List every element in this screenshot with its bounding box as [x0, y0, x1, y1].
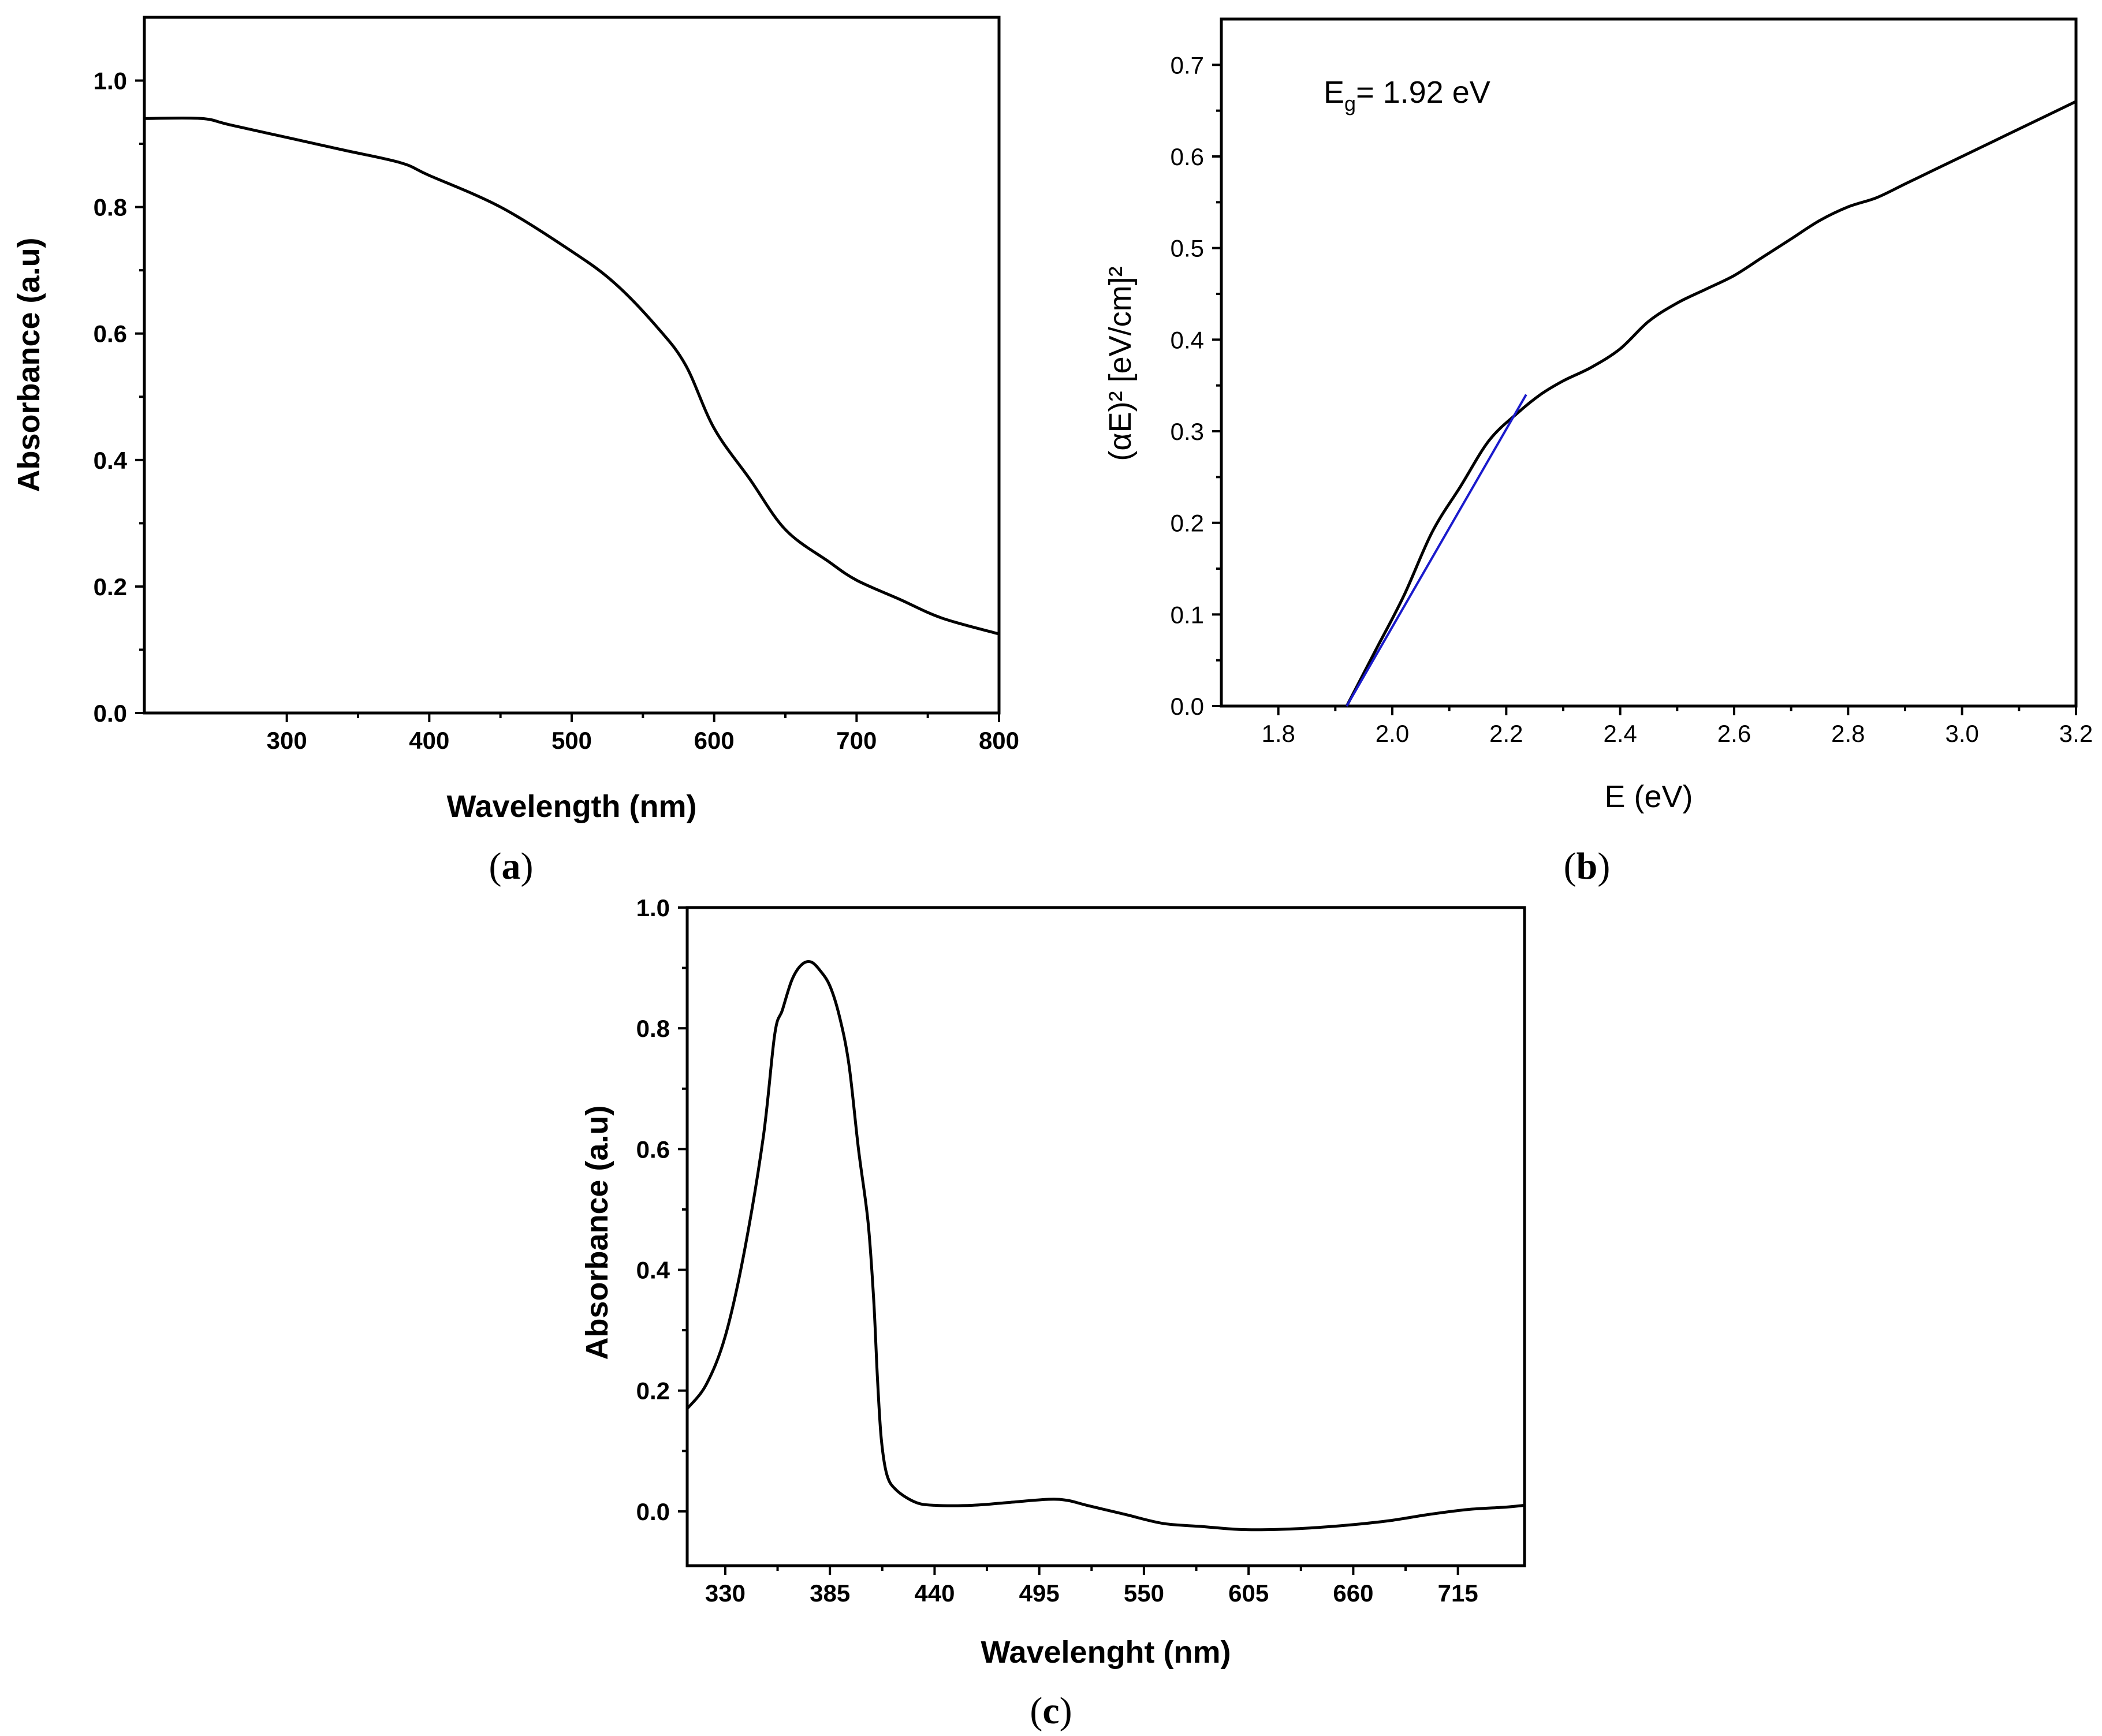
panel-b-x-tick-label: 2.6 — [1717, 720, 1751, 747]
panel-b-x-axis-title: E (eV) — [1604, 779, 1693, 814]
panel-b-y-tick-label: 0.3 — [1171, 418, 1204, 445]
panel-a-x-tick-label: 300 — [267, 727, 307, 754]
panel-c-x-tick-label: 715 — [1438, 1580, 1478, 1607]
panel-b-bandgap-annotation: Eg= 1.92 eV — [1324, 75, 1490, 115]
panel-a-plot-frame — [143, 16, 1001, 715]
panel-c-y-tick-label: 0.0 — [636, 1498, 670, 1525]
panel-b-x-tick-label: 2.4 — [1603, 720, 1637, 747]
panel-c-plot-frame — [685, 906, 1526, 1567]
panel-c-y-axis-title: Absorbance (a.u) — [580, 1105, 614, 1360]
panel-c-x-tick-label: 495 — [1019, 1580, 1060, 1607]
panel-a-x-tick-label: 600 — [694, 727, 735, 754]
panel-b-chart: 1.8 2.0 2.2 2.4 2.6 2.8 3.0 3.2 0.0 0.1 0.2 0.3 0.4 0… — [1103, 17, 2093, 887]
panel-c-x-tick-label: 440 — [914, 1580, 955, 1607]
panel-c-y-tick-label: 0.8 — [636, 1015, 670, 1042]
panel-b-y-tick-label: 0.5 — [1171, 235, 1204, 262]
panel-c-x-tick-label: 660 — [1333, 1580, 1373, 1607]
panel-b-y-tick-label: 0.6 — [1171, 143, 1204, 170]
panel-b-plot-frame — [1220, 17, 2078, 708]
panel-a-x-axis-title: Wavelength (nm) — [446, 789, 696, 824]
panel-b-y-tick-label: 0.7 — [1171, 51, 1204, 79]
panel-b-label: (b) — [1564, 845, 1611, 887]
panel-c-y-tick-label: 0.6 — [636, 1136, 670, 1163]
panel-b-x-tick-label: 2.8 — [1831, 720, 1865, 747]
panel-a-y-tick-label: 1.0 — [94, 68, 127, 95]
panel-c-y-tick-label: 0.4 — [636, 1257, 670, 1284]
panel-a-y-tick-label: 0.2 — [94, 573, 127, 600]
panel-b-x-tick-label: 3.2 — [2059, 720, 2093, 747]
panel-b-y-tick-label: 0.4 — [1171, 326, 1204, 353]
panel-b-x-tick-label: 3.0 — [1945, 720, 1978, 747]
panel-c-x-tick-label: 550 — [1124, 1580, 1164, 1607]
panel-c-x-tick-label: 385 — [810, 1580, 850, 1607]
panel-b-x-tick-label: 2.2 — [1489, 720, 1523, 747]
panel-c-label: (c) — [1030, 1690, 1072, 1732]
panel-b-linear-fit-line — [1346, 394, 1527, 707]
panel-a-x-tick-label: 500 — [551, 727, 592, 754]
panel-c-chart: 330 385 440 495 550 605 660 715 0.0 0.2 0.4 0.6 0.8 1… — [580, 894, 1526, 1732]
panel-c-x-tick-label: 605 — [1228, 1580, 1269, 1607]
panel-a-y-tick-label: 0.0 — [94, 700, 127, 727]
panel-c-x-tick-label: 330 — [705, 1580, 746, 1607]
panel-a-x-tick-label: 700 — [836, 727, 877, 754]
panel-b-tauc-line — [1345, 100, 2078, 708]
panel-c-absorbance-line — [685, 960, 1526, 1532]
panel-b-y-axis-title: (αE)² [eV/cm]² — [1103, 266, 1138, 461]
panel-a-x-tick-label: 800 — [979, 727, 1019, 754]
panel-b-ticks: 1.8 2.0 2.2 2.4 2.6 2.8 3.0 3.2 0.0 0.1 0.2 0.3 0.4 0… — [1171, 51, 2093, 747]
panel-c-x-axis-title: Wavelenght (nm) — [981, 1635, 1231, 1670]
panel-a-y-tick-label: 0.6 — [94, 320, 127, 348]
panel-c-y-tick-label: 1.0 — [636, 894, 670, 921]
panel-c-ticks: 330 385 440 495 550 605 660 715 0.0 0.2 0.4 0.6 0.8 1… — [636, 894, 1478, 1607]
panel-a-absorbance-line — [143, 116, 1001, 636]
panel-b-y-tick-label: 0.0 — [1171, 693, 1204, 720]
panel-c-y-tick-label: 0.2 — [636, 1377, 670, 1405]
panel-b-x-tick-label: 2.0 — [1376, 720, 1409, 747]
panel-a-y-tick-label: 0.4 — [94, 447, 128, 474]
panel-a-chart: 300 400 500 600 700 800 0.0 0.2 0.4 0.6 0.8 1.0 Wav… — [12, 16, 1019, 887]
panel-b-x-tick-label: 1.8 — [1261, 720, 1295, 747]
panel-a-x-tick-label: 400 — [409, 727, 449, 754]
panel-b-y-tick-label: 0.2 — [1171, 510, 1204, 537]
panel-a-ticks: 300 400 500 600 700 800 0.0 0.2 0.4 0.6 0.8 1.0 — [94, 68, 1019, 754]
panel-b-y-tick-label: 0.1 — [1171, 601, 1204, 628]
panel-a-y-axis-title: Absorbance (a.u) — [12, 237, 46, 492]
panel-a-y-tick-label: 0.8 — [94, 194, 127, 221]
panel-a-label: (a) — [489, 845, 534, 887]
